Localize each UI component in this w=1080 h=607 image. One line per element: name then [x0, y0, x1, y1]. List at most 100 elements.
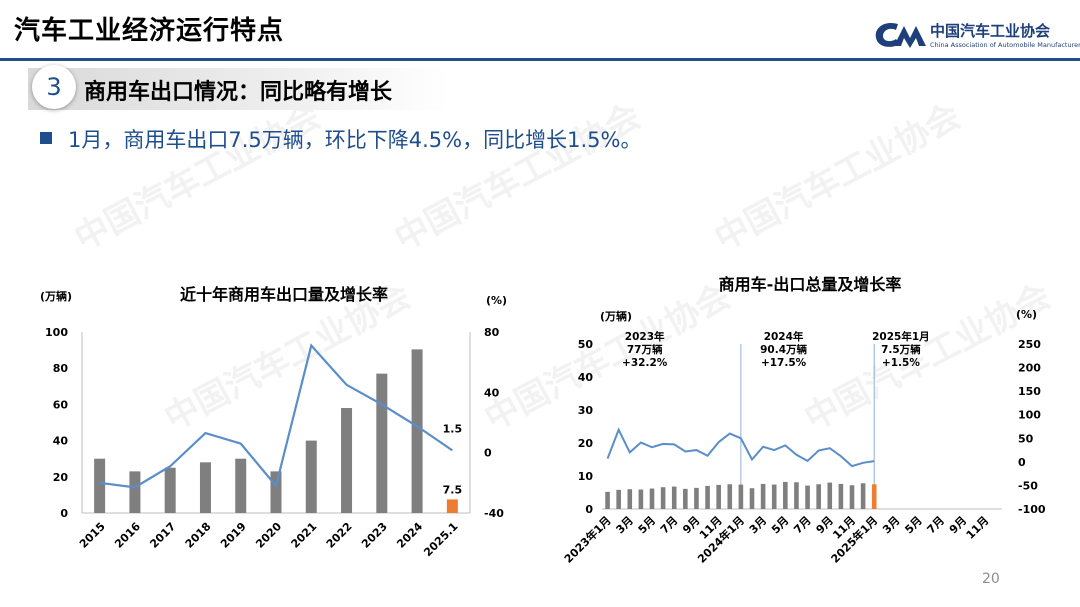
bar: [376, 373, 388, 513]
bar: [694, 487, 699, 509]
x-tick-label: 3月: [614, 514, 636, 536]
growth-line: [606, 427, 875, 468]
right-tick-label: -50: [1018, 479, 1038, 492]
left-tick-label: 40: [53, 435, 69, 448]
left-tick-label: 60: [53, 398, 69, 411]
chart-title: 商用车-出口总量及增长率: [719, 275, 902, 294]
logo-text-cn: 中国汽车工业协会: [930, 22, 1051, 40]
header-divider: [0, 58, 1080, 61]
x-tick-label: 2015: [77, 520, 108, 551]
right-tick-label: -40: [484, 507, 504, 520]
bar: [805, 485, 810, 509]
left-tick-label: 20: [53, 471, 69, 484]
bar: [446, 499, 458, 513]
x-tick-label: 3月: [880, 514, 902, 536]
section-number: 3: [32, 65, 76, 109]
monthly-export-chart: 商用车-出口总量及增长率 (万辆) (%) 0 10 20 30 40 50 -100 -50 0 50…: [561, 275, 1046, 566]
logo-text-en: China Association of Automobile Manufact…: [930, 41, 1080, 49]
bar: [838, 483, 844, 509]
right-tick-label: -100: [1018, 503, 1046, 516]
bar: [411, 349, 423, 513]
bar: [860, 483, 866, 509]
x-tick-label: 2021: [289, 520, 320, 551]
right-tick-label: 0: [1018, 456, 1026, 469]
left-tick-label: 40: [578, 371, 594, 384]
x-tick-label: 7月: [925, 514, 947, 536]
left-tick-label: 50: [578, 338, 594, 351]
x-tick-label: 2023年1月: [561, 513, 614, 566]
left-tick-label: 10: [578, 470, 594, 483]
bar: [164, 467, 176, 513]
bar: [235, 458, 247, 513]
x-tick-label: 2019: [218, 520, 249, 551]
bullet-text: 1月，商用车出口7.5万辆，环比下降4.5%，同比增长1.5%。: [68, 128, 642, 152]
right-axis-unit: (%): [1016, 308, 1037, 321]
left-tick-label: 0: [60, 507, 68, 520]
left-tick-label: 80: [53, 362, 69, 375]
bar: [627, 489, 633, 509]
bar: [199, 462, 211, 513]
left-axis-unit: (万辆): [600, 309, 632, 323]
annotation-text: 2024年: [764, 330, 804, 343]
right-tick-label: 0: [484, 447, 492, 460]
bar: [738, 484, 744, 509]
bar: [270, 471, 282, 513]
bar: [816, 484, 821, 509]
bar: [305, 440, 317, 513]
bar: [129, 471, 141, 513]
bar: [849, 485, 855, 509]
bar: [794, 482, 799, 509]
bar-data-label: 7.5: [443, 483, 463, 496]
page-title: 汽车工业经济运行特点: [14, 16, 285, 46]
growth-line: [99, 343, 453, 489]
right-tick-label: 200: [1018, 362, 1041, 375]
section-band: [28, 68, 448, 110]
bar: [671, 486, 677, 509]
right-tick-label: 100: [1018, 409, 1041, 422]
x-tick-label: 2024: [394, 520, 425, 551]
bar: [716, 484, 721, 509]
left-tick-label: 100: [45, 326, 68, 339]
left-tick-label: 0: [585, 503, 593, 516]
right-axis-unit: (%): [486, 294, 507, 307]
annotation-text: 2025年1月: [872, 330, 930, 343]
bar: [341, 408, 353, 513]
x-tick-label: 3月: [747, 514, 769, 536]
caam-logo: 中国汽车工业协会 China Association of Automobile…: [872, 18, 1080, 54]
annotation-text: 90.4万辆: [760, 343, 807, 356]
bar: [616, 489, 621, 509]
bar: [638, 489, 644, 509]
bar: [771, 484, 777, 509]
right-tick-label: 250: [1018, 338, 1041, 351]
left-axis-unit: (万辆): [40, 289, 72, 303]
x-tick-label: 2018: [183, 520, 214, 551]
line-data-label: 1.5: [443, 422, 463, 435]
bar: [660, 487, 666, 509]
annotation-text: 2023年: [625, 330, 665, 343]
annotation-text: +32.2%: [622, 357, 668, 369]
chart-title: 近十年商用车出口量及增长率: [180, 285, 388, 304]
caam-logo-icon: [875, 22, 926, 48]
bar: [827, 482, 833, 509]
x-tick-label: 2017: [147, 520, 178, 551]
annual-export-chart: 近十年商用车出口量及增长率 (万辆) (%) 0 20 40 60 80 100 -40 0 40 80…: [40, 285, 507, 559]
left-tick-label: 30: [578, 404, 594, 417]
x-tick-label: 5月: [769, 514, 791, 536]
x-tick-label: 2022: [324, 520, 355, 551]
right-tick-label: 50: [1018, 432, 1034, 445]
bar: [727, 484, 733, 509]
x-tick-label: 2016: [112, 520, 143, 551]
watermark-logo: 中国汽车工业协会: [708, 96, 968, 260]
x-tick-label: 5月: [636, 514, 658, 536]
bar: [94, 458, 106, 513]
bar: [871, 484, 877, 509]
x-tick-label: 2025.1: [421, 520, 460, 559]
watermark-logo: 中国汽车工业协会: [68, 96, 328, 260]
bar: [705, 485, 710, 509]
bar: [760, 483, 766, 509]
bar: [749, 488, 755, 509]
annotation-text: +17.5%: [761, 357, 807, 369]
annotation-text: +1.5%: [882, 357, 920, 369]
section-title: 商用车出口情况：同比略有增长: [84, 80, 393, 105]
x-tick-label: 11月: [964, 514, 992, 542]
